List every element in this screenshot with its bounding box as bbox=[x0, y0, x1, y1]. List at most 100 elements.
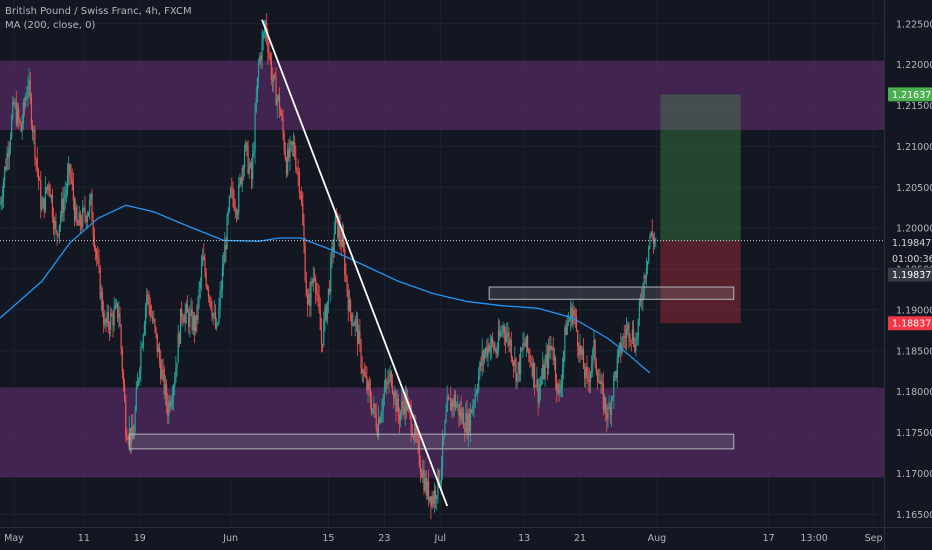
candle-body bbox=[462, 412, 465, 429]
candle-body bbox=[86, 215, 88, 222]
ma-price-label-bg bbox=[888, 267, 932, 282]
candle-body bbox=[645, 268, 648, 279]
candle-body bbox=[325, 306, 327, 321]
current-price-label: 1.19847 bbox=[892, 238, 931, 249]
candle-body bbox=[16, 108, 19, 125]
candle-body bbox=[176, 362, 178, 367]
candle-body bbox=[529, 353, 531, 362]
candle-body bbox=[642, 295, 644, 301]
time-axis[interactable]: May 11 19 Jun 15 23 Jul 13 21 Aug 17 13:00 Sep bbox=[0, 527, 932, 545]
candle-body bbox=[117, 303, 119, 318]
candle-body bbox=[4, 167, 6, 182]
upper-box[interactable] bbox=[488, 286, 735, 300]
candle-body bbox=[340, 240, 342, 247]
candle-body bbox=[419, 464, 422, 473]
candle-body bbox=[105, 319, 107, 323]
lower-box[interactable] bbox=[128, 433, 735, 450]
candle-body bbox=[646, 261, 649, 269]
candle-body bbox=[379, 418, 381, 424]
candle-body bbox=[546, 353, 549, 369]
candle-body bbox=[262, 32, 264, 40]
time-tick-label: Aug bbox=[648, 533, 667, 544]
candle-body bbox=[161, 369, 163, 379]
candle-body bbox=[374, 404, 376, 415]
candle-body bbox=[346, 276, 348, 292]
candle-body bbox=[62, 199, 64, 213]
rectangles-layer[interactable] bbox=[128, 286, 735, 450]
stop-loss-area[interactable] bbox=[660, 240, 741, 324]
candle-body bbox=[197, 298, 199, 320]
candle-body bbox=[198, 288, 200, 299]
candle-body bbox=[311, 281, 313, 284]
candle-body bbox=[79, 212, 81, 225]
candle-body bbox=[624, 337, 627, 339]
candle-body bbox=[610, 398, 613, 415]
candle-body bbox=[596, 372, 599, 382]
candle-body bbox=[285, 159, 288, 175]
candle-body bbox=[382, 396, 384, 411]
candle-body bbox=[214, 312, 217, 328]
candle-body bbox=[503, 325, 505, 335]
position-tool[interactable] bbox=[660, 94, 741, 324]
countdown-label: 01:00:36 bbox=[892, 254, 932, 265]
candle-body bbox=[181, 308, 183, 317]
candle-body bbox=[497, 330, 500, 350]
price-axis[interactable]: 1.16500 1.17000 1.17500 1.18000 1.18500 1.190… bbox=[884, 0, 932, 550]
candle-body bbox=[372, 408, 374, 413]
candle-body bbox=[186, 304, 189, 313]
candle-body bbox=[376, 428, 378, 437]
candle-body bbox=[65, 189, 67, 194]
candle-body bbox=[564, 327, 566, 352]
candle-body bbox=[634, 344, 636, 352]
symbol-title[interactable]: British Pound / Swiss Franc, 4h, FXCM bbox=[5, 6, 192, 17]
price-tick-label: 1.19000 bbox=[896, 305, 932, 316]
candle-body bbox=[94, 247, 97, 252]
candle-body bbox=[170, 401, 172, 408]
candle-body bbox=[636, 336, 638, 340]
candle-body bbox=[73, 200, 76, 221]
candle-body bbox=[387, 382, 389, 385]
candle-body bbox=[158, 347, 161, 361]
candle-body bbox=[29, 80, 31, 97]
candle-body bbox=[600, 381, 602, 385]
candle-body bbox=[496, 349, 498, 354]
take-profit-area[interactable] bbox=[660, 94, 741, 241]
candle-body bbox=[585, 367, 587, 379]
candle-body bbox=[394, 391, 396, 399]
candle-body bbox=[33, 129, 35, 132]
trendline[interactable] bbox=[261, 19, 449, 507]
candle-body bbox=[570, 307, 572, 320]
candle-body bbox=[584, 368, 586, 379]
candle-body bbox=[228, 196, 231, 211]
trendline-layer[interactable] bbox=[261, 19, 449, 507]
candle-body bbox=[295, 156, 297, 170]
candle-body bbox=[418, 440, 420, 465]
candle-body bbox=[137, 378, 140, 382]
price-tick-label: 1.22000 bbox=[896, 60, 932, 71]
candle-body bbox=[550, 346, 552, 350]
price-tick-label: 1.20500 bbox=[896, 183, 932, 194]
candle-body bbox=[549, 345, 551, 350]
candle-body bbox=[243, 149, 246, 169]
candle-body bbox=[464, 428, 466, 432]
candle-body bbox=[263, 30, 265, 33]
candle-body bbox=[240, 178, 242, 185]
candle-body bbox=[188, 312, 190, 328]
candle-body bbox=[630, 340, 632, 342]
candle-body bbox=[586, 367, 588, 375]
indicator-label[interactable]: MA (200, close, 0) bbox=[5, 20, 96, 31]
candle-body bbox=[508, 332, 510, 346]
candle-body bbox=[163, 369, 165, 395]
candle-body bbox=[97, 258, 99, 260]
candle-body bbox=[613, 375, 615, 398]
candle-body bbox=[291, 141, 293, 145]
candle-body bbox=[344, 249, 346, 275]
candle-body bbox=[248, 166, 250, 174]
candle-body bbox=[220, 288, 222, 291]
candle-body bbox=[579, 345, 581, 356]
time-tick-label: May bbox=[4, 533, 24, 544]
candle-body bbox=[436, 495, 438, 500]
candle-body bbox=[142, 334, 144, 348]
candle-body bbox=[126, 436, 128, 440]
